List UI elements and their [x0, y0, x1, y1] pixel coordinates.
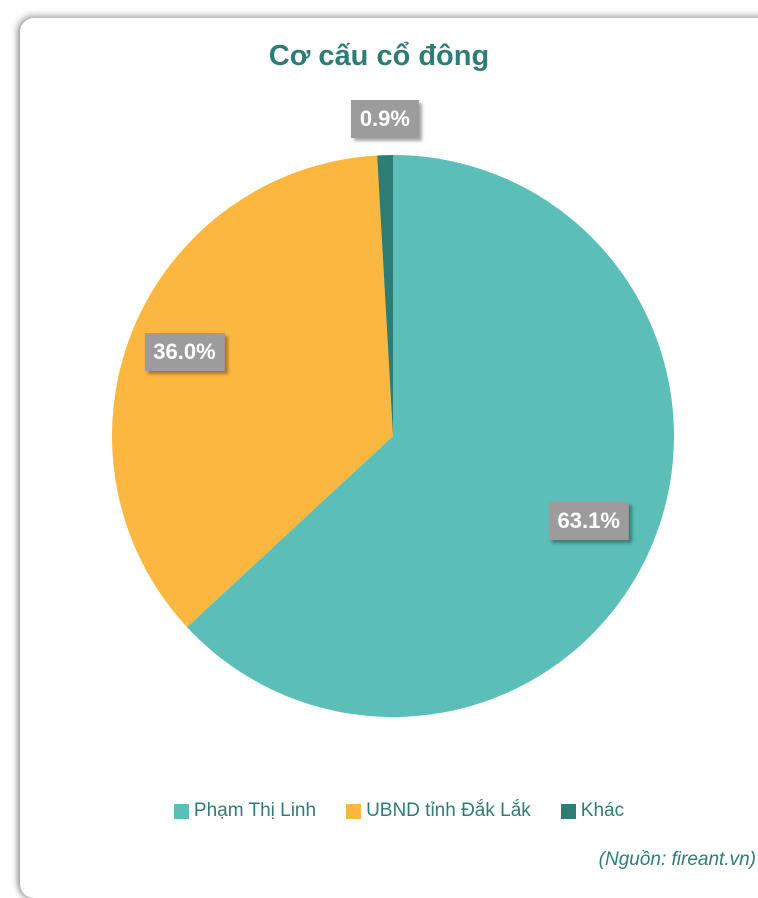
legend-item-khac: Khác	[560, 800, 625, 822]
legend-label: Phạm Thị Linh	[193, 800, 317, 821]
legend-item-pham-thi-linh: Phạm Thị Linh	[173, 800, 317, 822]
data-label: 63.1%	[548, 502, 629, 541]
pie-slice	[186, 155, 674, 717]
data-label: 36.0%	[144, 332, 225, 371]
source-note: (Nguồn: fireant.vn)	[598, 849, 756, 870]
pie-slice	[111, 155, 393, 628]
legend-swatch	[560, 803, 576, 819]
legend-swatch	[346, 803, 362, 819]
data-label: 0.9%	[350, 100, 419, 139]
chart-title: Cơ cấu cổ đông	[268, 40, 490, 72]
legend-swatch	[173, 803, 189, 819]
legend-label: Khác	[580, 800, 625, 821]
legend-label: UBND tỉnh Đắk Lắk	[366, 800, 531, 821]
pie-slice	[377, 155, 393, 436]
legend-item-ubnd: UBND tỉnh Đắk Lắk	[346, 800, 531, 822]
legend: Phạm Thị Linh UBND tỉnh Đắk Lắk Khác	[0, 800, 758, 822]
